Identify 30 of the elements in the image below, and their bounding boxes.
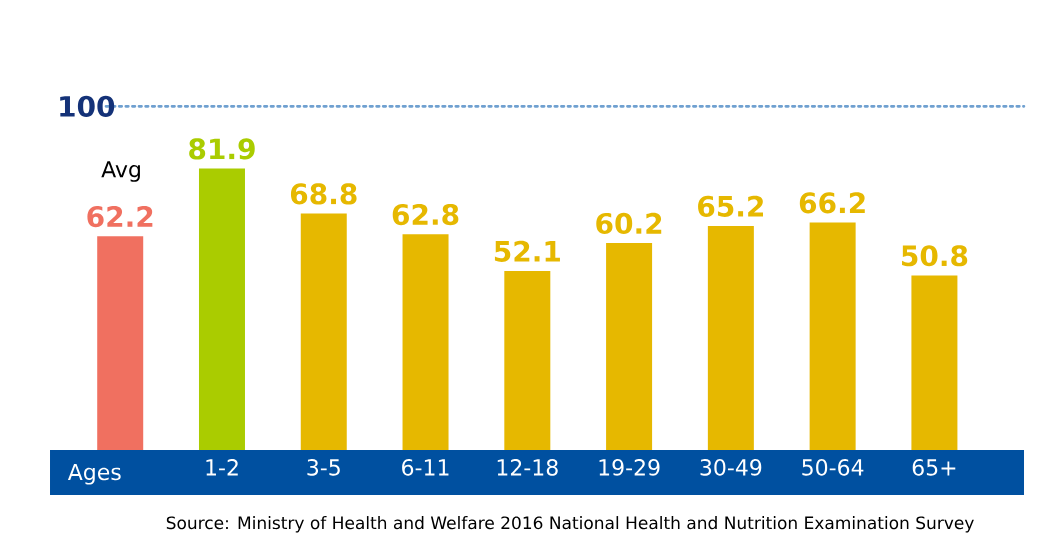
x-tick-label: 50-64: [802, 459, 864, 476]
x-tick-label: 30-49: [700, 459, 762, 476]
x-tick-label: 12-18: [497, 459, 558, 476]
source-note: Source: Ministry of Health and Welfare 2016 National Health and Nutrition Examination Survey: [166, 516, 974, 533]
x-axis-title: Ages: [67, 463, 121, 485]
bar: [198, 168, 245, 450]
bar: [707, 225, 754, 450]
bar: [97, 236, 144, 450]
x-tick-label: 65+: [912, 459, 956, 476]
bar: [809, 222, 856, 450]
data-label: 68.8: [290, 183, 357, 205]
ref-line-label: 100: [60, 95, 115, 117]
data-label: 62.8: [392, 203, 459, 226]
bar: [606, 243, 653, 450]
data-label: 52.1: [494, 240, 560, 262]
bar: [504, 270, 551, 450]
x-tick-label: 1-2: [206, 459, 238, 476]
data-label: 65.2: [698, 195, 763, 217]
x-tick-label: 6-11: [402, 459, 449, 476]
data-label: 66.2: [799, 192, 865, 214]
data-label: 62.2: [87, 205, 153, 228]
data-label: 81.9: [189, 138, 255, 160]
bar: [402, 234, 449, 450]
data-label: 60.2: [596, 212, 662, 235]
data-label: 50.8: [902, 245, 968, 267]
x-tick-label: Avg: [101, 161, 140, 182]
x-tick-label: 3-5: [307, 459, 340, 476]
bar: [911, 275, 958, 450]
x-tick-label: 19-29: [599, 459, 660, 476]
bar: [300, 213, 347, 450]
